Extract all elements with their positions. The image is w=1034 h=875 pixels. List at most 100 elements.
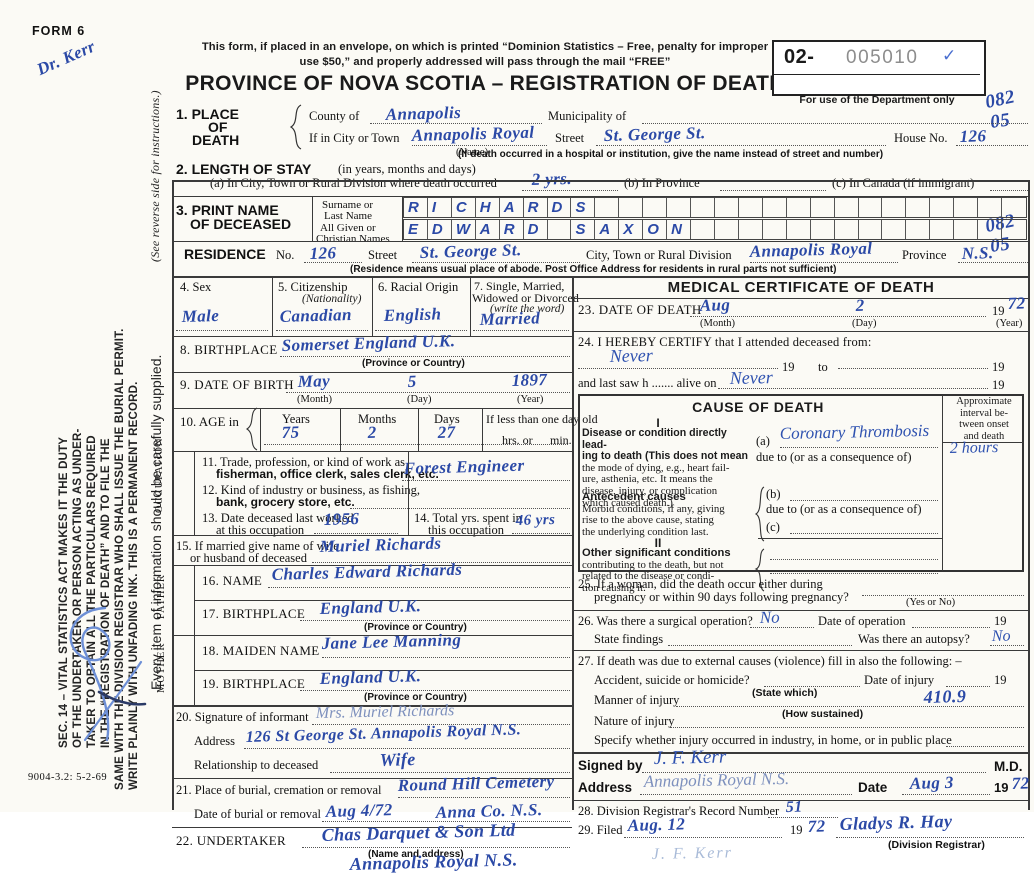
field-29-year: 72 <box>807 816 826 837</box>
field-13-label-line-1: 13. Date deceased last worked <box>202 511 354 525</box>
cause-a-due-to: due to (or as a consequence of) <box>756 450 912 464</box>
field-27-nature-label: Nature of injury <box>594 714 675 728</box>
name-grid-cell <box>787 220 811 239</box>
residence-no-label: No. <box>276 248 295 262</box>
registration-number: 005010 <box>846 47 919 68</box>
name-grid-cell <box>906 220 931 239</box>
name-grid-cell <box>691 220 715 239</box>
name-grid-cell <box>859 220 883 239</box>
cause-other-text: Other significant conditions contributin… <box>582 547 758 594</box>
field-16-label: 16. NAME <box>202 573 263 588</box>
name-grid-cell: I <box>428 198 452 217</box>
field-20-relationship-value: Wife <box>379 749 416 771</box>
field-11-label-line-2: fisherman, office clerk, sales clerk, et… <box>216 467 439 481</box>
field-8-sub: (Province or Country) <box>362 358 465 369</box>
name-grid-cell <box>1002 198 1026 217</box>
brace-age <box>245 407 258 451</box>
rail-see-reverse: (See reverse side for instructions.) <box>148 90 162 262</box>
name-grid-cell: A <box>595 220 620 239</box>
field-7-label-sub: (write the word) <box>490 303 565 315</box>
cause-roman-i: I <box>656 416 660 430</box>
hospital-note: (If death occurred in a hospital or inst… <box>458 149 884 160</box>
field-23-year-prefix: 19 <box>992 304 1005 318</box>
field-24-to-label: to <box>818 360 828 374</box>
name-grid-cell: R <box>524 198 548 217</box>
cause-b-due-to: due to (or as a consequence of) <box>766 502 922 516</box>
street-value: St. George St. <box>603 123 706 146</box>
name-grid-cell <box>715 198 739 217</box>
brace-place-of-death <box>289 104 302 150</box>
municipality-label: Municipality of <box>548 109 627 123</box>
cause-a-marker: (a) <box>756 434 770 448</box>
field-24-year-1: 19 <box>782 360 795 374</box>
field-29-value: Aug. 12 <box>627 814 686 836</box>
field-24-year-2: 19 <box>992 360 1005 374</box>
field-6-value: English <box>383 304 442 326</box>
field-10-min-label: min. <box>550 433 572 447</box>
cause-antecedent-line-4: the underlying condition last. <box>582 525 709 538</box>
field-29-registrar-value: Gladys R. Hay <box>839 810 953 835</box>
field-23-sub-year: (Year) <box>996 318 1023 329</box>
field-4-label: 4. Sex <box>180 280 212 294</box>
signer-date-year-prefix: 19 <box>994 780 1009 795</box>
field-27-label: 27. If death was due to external causes … <box>578 654 962 668</box>
name-grid-cell <box>739 220 763 239</box>
field-17-value: England U.K. <box>319 596 422 619</box>
field-19-value: England U.K. <box>319 666 422 689</box>
interval-heading-1: Approximate <box>956 396 1012 407</box>
name-grid-cell <box>763 198 787 217</box>
surname-label-line-1: Surname or <box>322 199 374 211</box>
name-grid-cell <box>763 220 787 239</box>
field-24-from-value: Never <box>609 345 653 367</box>
field-9-day: 5 <box>407 371 417 392</box>
field-27-date-label: Date of injury <box>864 673 935 687</box>
field-26-year: 19 <box>994 614 1007 628</box>
registration-number-box: 02- 005010 ✓ <box>772 40 986 96</box>
field-21-label: 21. Place of burial, cremation or remova… <box>176 783 382 797</box>
field-23-month: Aug <box>699 295 731 316</box>
field-13-label-line-2: at this occupation <box>216 523 305 537</box>
field-1-label-line-1: 1. PLACE <box>176 106 240 122</box>
field-10-label: 10. AGE in <box>180 414 239 429</box>
name-grid-cell: S <box>571 220 596 239</box>
field-22-value: Chas Darquet & Son Ltd <box>321 819 516 846</box>
field-26-label: 26. Was there a surgical operation? <box>578 614 753 628</box>
instruction-rail: FORM 6 Dr. Kerr SEC. 14 – VITAL STATISTI… <box>0 0 170 812</box>
field-5-value: Canadian <box>279 304 353 327</box>
pen-flourish-doodle <box>69 606 147 742</box>
field-5-label: 5. Citizenship <box>278 280 348 294</box>
field-7-label-line-2: Widowed or Divorced <box>472 291 579 305</box>
mail-notice-line-1: This form, if placed in an envelope, on … <box>201 41 769 53</box>
field-9-sub-year: (Year) <box>517 394 544 405</box>
print-code: 9004-3.2: 5-2-69 <box>28 772 108 783</box>
name-grid-cell <box>906 198 931 217</box>
name-grid-cell: S <box>571 198 596 217</box>
city-or-town-value: Annapolis Royal <box>411 122 535 146</box>
field-16-value: Charles Edward Richards <box>271 559 463 585</box>
name-grid-cell <box>811 198 835 217</box>
field-7-label-line-1: 7. Single, Married, <box>474 279 565 293</box>
field-22-label: 22. UNDERTAKER <box>176 833 286 848</box>
form-body: 1. PLACE OF DEATH County of Annapolis Mu… <box>154 103 1030 874</box>
surname-label-line-2: Last Name <box>324 210 372 222</box>
medical-certificate-heading: MEDICAL CERTIFICATE OF DEATH <box>667 279 935 296</box>
field-14-label-line-2: this occupation <box>428 523 505 537</box>
cause-direct-line-6: which caused death.) <box>582 496 673 509</box>
residence-street-value: St. George St. <box>419 240 522 263</box>
field-8-value: Somerset England U.K. <box>281 331 456 356</box>
field-21-date-label: Date of burial or removal <box>194 807 322 821</box>
field-9-sub-day: (Day) <box>407 394 432 405</box>
registration-prefix: 02- <box>784 46 815 68</box>
field-10-header-months: Months <box>358 412 397 426</box>
field-29-year-prefix: 19 <box>790 823 803 837</box>
given-label-line-1: All Given or <box>320 222 376 234</box>
name-grid-cell <box>739 198 763 217</box>
doctor-margin-note: Dr. Kerr <box>33 36 99 80</box>
field-23-year: 72 <box>1007 293 1026 314</box>
field-10-hrs-label: hrs. or <box>502 433 533 447</box>
cause-a-interval: 2 hours <box>949 438 999 458</box>
field-27-place-label: Specify whether injury occurred in indus… <box>594 733 952 747</box>
field-6-label: 6. Racial Origin <box>378 280 459 294</box>
